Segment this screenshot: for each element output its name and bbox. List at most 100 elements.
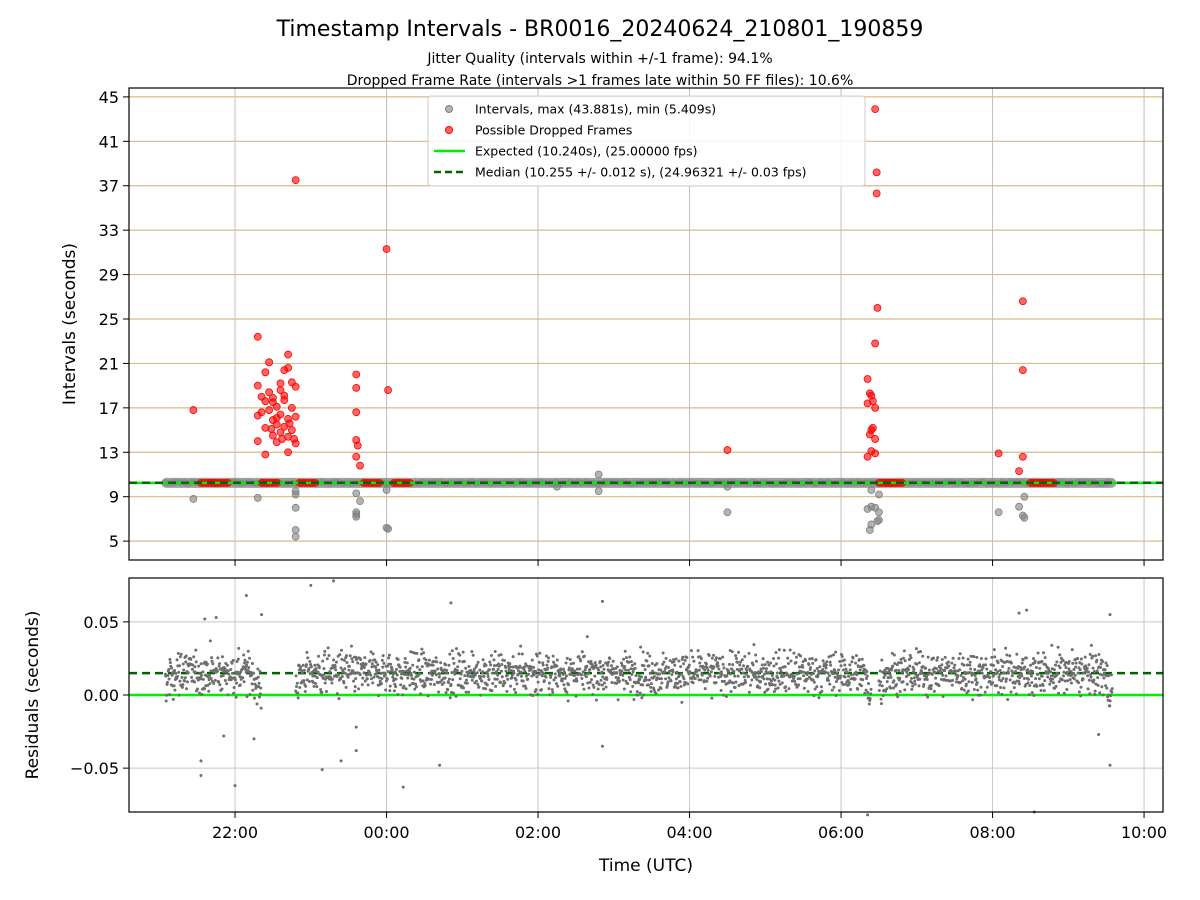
x-tick-label: 06:00 xyxy=(818,823,864,842)
residual-point xyxy=(702,665,706,669)
residual-point xyxy=(647,678,651,682)
residual-point xyxy=(676,681,680,685)
residual-point xyxy=(389,662,393,666)
residual-point xyxy=(515,682,519,686)
residual-point xyxy=(459,672,463,676)
residual-point xyxy=(412,677,416,681)
residual-point xyxy=(688,671,692,675)
residual-point xyxy=(304,684,308,688)
residual-point xyxy=(756,684,760,688)
residual-point xyxy=(950,661,954,665)
residual-point xyxy=(740,658,744,662)
residual-point xyxy=(967,680,971,684)
residual-point xyxy=(432,682,436,686)
residual-point xyxy=(477,685,481,689)
residual-point xyxy=(997,691,1001,695)
dropped-frame-point xyxy=(356,461,364,470)
residual-point xyxy=(470,650,474,654)
residual-point xyxy=(764,669,768,673)
residual-point xyxy=(784,685,788,689)
residual-point xyxy=(737,684,741,688)
residual-point xyxy=(900,670,904,674)
residual-point xyxy=(1028,672,1032,676)
residual-point xyxy=(706,676,710,680)
residual-point xyxy=(175,658,179,662)
residual-point xyxy=(820,689,824,693)
residual-point xyxy=(1004,679,1008,683)
residual-point xyxy=(193,665,197,669)
residual-point xyxy=(881,694,885,698)
residual-point xyxy=(294,684,298,688)
residual-point xyxy=(317,666,321,670)
residual-point xyxy=(635,690,639,694)
residual-point xyxy=(953,663,957,667)
residual-point xyxy=(751,663,755,667)
residual-point xyxy=(520,652,524,656)
interval-point xyxy=(356,497,364,506)
residual-point xyxy=(358,673,362,677)
residual-point xyxy=(615,665,619,669)
residual-point xyxy=(624,656,628,660)
residual-point xyxy=(605,677,609,681)
residual-point xyxy=(454,694,458,698)
residual-point xyxy=(314,681,318,685)
residual-point xyxy=(713,674,717,678)
residual-point xyxy=(777,648,781,652)
residual-point xyxy=(567,683,571,687)
residual-point xyxy=(165,680,169,684)
residual-point xyxy=(324,677,328,681)
residual-point xyxy=(598,659,602,663)
residual-point xyxy=(787,687,791,691)
residual-point xyxy=(260,613,264,617)
residual-point xyxy=(451,678,455,682)
residual-point xyxy=(401,693,405,697)
residual-point xyxy=(784,689,788,693)
residual-point xyxy=(1061,659,1065,663)
residual-point xyxy=(399,672,403,676)
residual-point xyxy=(427,677,431,681)
residual-point xyxy=(1066,679,1070,683)
residual-point xyxy=(999,686,1003,690)
residual-point xyxy=(761,657,765,661)
residual-point xyxy=(456,665,460,669)
residual-point xyxy=(908,664,912,668)
residual-point xyxy=(855,673,859,677)
residual-point xyxy=(418,668,422,672)
residual-point xyxy=(555,664,559,668)
residual-point xyxy=(1040,659,1044,663)
residual-point xyxy=(897,669,901,673)
residual-point xyxy=(321,659,325,663)
residuals-y-tick-label: 0.00 xyxy=(83,686,119,705)
residual-point xyxy=(582,687,586,691)
residual-point xyxy=(181,662,185,666)
residual-point xyxy=(308,659,312,663)
residual-point xyxy=(236,657,240,661)
residual-point xyxy=(1086,674,1090,678)
residual-point xyxy=(661,662,665,666)
residual-point xyxy=(1066,673,1070,677)
residual-point xyxy=(409,650,413,654)
residual-point xyxy=(943,655,947,659)
residual-point xyxy=(902,649,906,653)
residual-point xyxy=(582,654,586,658)
residual-point xyxy=(1080,662,1084,666)
residual-point xyxy=(732,681,736,685)
residual-point xyxy=(725,674,729,678)
residual-point xyxy=(369,677,373,681)
residual-point xyxy=(1041,684,1045,688)
residual-point xyxy=(860,657,864,661)
residual-point xyxy=(757,670,761,674)
dropped-frame-point xyxy=(382,245,391,253)
residual-point xyxy=(951,678,955,682)
residual-point xyxy=(451,656,455,660)
residual-point xyxy=(452,691,456,695)
residual-point xyxy=(703,668,707,672)
residual-point xyxy=(766,660,770,664)
residual-point xyxy=(1014,669,1018,673)
residual-point xyxy=(794,682,798,686)
residual-point xyxy=(917,684,921,688)
residual-point xyxy=(505,689,509,693)
residual-point xyxy=(544,675,548,679)
residual-point xyxy=(686,682,690,686)
residual-point xyxy=(353,685,357,689)
